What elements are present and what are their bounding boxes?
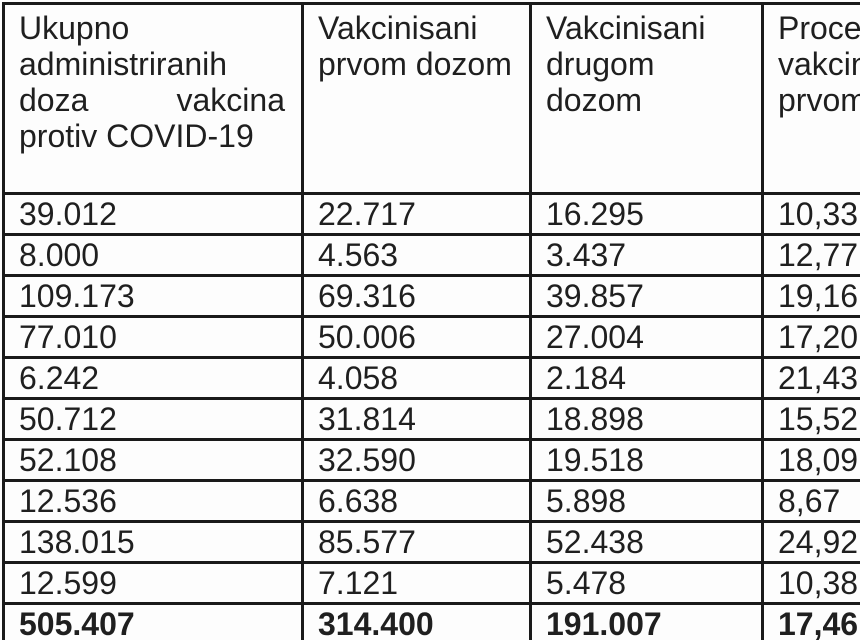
cell-first-dose: 4.563 <box>301 233 532 277</box>
table-row: 138.015 85.577 52.438 24,92 <box>2 520 860 564</box>
table-row: 77.010 50.006 27.004 17,20 <box>2 315 860 359</box>
cell-second-dose-sum: 191.007 <box>529 602 764 640</box>
cell-percent-first-dose: 15,52 <box>761 397 860 441</box>
table-row: 6.242 4.058 2.184 21,43 <box>2 356 860 400</box>
cell-first-dose: 85.577 <box>301 520 532 564</box>
cell-first-dose: 22.717 <box>301 192 532 236</box>
cell-first-dose-sum: 314.400 <box>301 602 532 640</box>
cell-total-doses: 52.108 <box>2 438 304 482</box>
cell-second-dose: 16.295 <box>529 192 764 236</box>
cell-total-doses: 8.000 <box>2 233 304 277</box>
cell-percent-first-dose: 21,43 <box>761 356 860 400</box>
cell-second-dose: 3.437 <box>529 233 764 277</box>
table-row: 109.173 69.316 39.857 19,16 <box>2 274 860 318</box>
cell-percent-first-dose: 8,67 <box>761 479 860 523</box>
cell-percent-first-dose-sum: 17,46 <box>761 602 860 640</box>
table-row: 12.599 7.121 5.478 10,38 <box>2 561 860 605</box>
table-row: 8.000 4.563 3.437 12,77 <box>2 233 860 277</box>
cell-total-doses: 138.015 <box>2 520 304 564</box>
cell-total-doses: 12.599 <box>2 561 304 605</box>
cell-second-dose: 18.898 <box>529 397 764 441</box>
header-total-doses: Ukupno administriranih doza vakcina prot… <box>2 2 304 195</box>
cell-percent-first-dose: 19,16 <box>761 274 860 318</box>
cell-first-dose: 31.814 <box>301 397 532 441</box>
header-row: Ukupno administriranih doza vakcina prot… <box>2 2 860 195</box>
cell-second-dose: 5.898 <box>529 479 764 523</box>
cell-first-dose: 32.590 <box>301 438 532 482</box>
cell-percent-first-dose: 10,33 <box>761 192 860 236</box>
cell-first-dose: 6.638 <box>301 479 532 523</box>
cell-percent-first-dose: 17,20 <box>761 315 860 359</box>
cell-second-dose: 19.518 <box>529 438 764 482</box>
cell-total-doses: 109.173 <box>2 274 304 318</box>
cell-second-dose: 5.478 <box>529 561 764 605</box>
header-second-dose: Vakcinisani drugom dozom <box>529 2 764 195</box>
cell-total-doses: 39.012 <box>2 192 304 236</box>
table-row: 39.012 22.717 16.295 10,33 <box>2 192 860 236</box>
cell-second-dose: 2.184 <box>529 356 764 400</box>
cell-total-doses: 12.536 <box>2 479 304 523</box>
cell-percent-first-dose: 24,92 <box>761 520 860 564</box>
table-row: 50.712 31.814 18.898 15,52 <box>2 397 860 441</box>
cell-second-dose: 39.857 <box>529 274 764 318</box>
table-row: 12.536 6.638 5.898 8,67 <box>2 479 860 523</box>
cell-second-dose: 52.438 <box>529 520 764 564</box>
cell-total-doses: 6.242 <box>2 356 304 400</box>
cell-percent-first-dose: 18,09 <box>761 438 860 482</box>
cell-total-doses-sum: 505.407 <box>2 602 304 640</box>
cell-first-dose: 4.058 <box>301 356 532 400</box>
cell-percent-first-dose: 12,77 <box>761 233 860 277</box>
header-percent-first-dose: Procenat vakcinisanih prvom dozom <box>761 2 860 195</box>
cell-second-dose: 27.004 <box>529 315 764 359</box>
cell-first-dose: 69.316 <box>301 274 532 318</box>
cell-percent-first-dose: 10,38 <box>761 561 860 605</box>
header-first-dose: Vakcinisani prvom dozom <box>301 2 532 195</box>
cell-first-dose: 50.006 <box>301 315 532 359</box>
cell-first-dose: 7.121 <box>301 561 532 605</box>
table-row: 52.108 32.590 19.518 18,09 <box>2 438 860 482</box>
total-row: 505.407 314.400 191.007 17,46 <box>2 602 860 640</box>
cell-total-doses: 50.712 <box>2 397 304 441</box>
cell-total-doses: 77.010 <box>2 315 304 359</box>
